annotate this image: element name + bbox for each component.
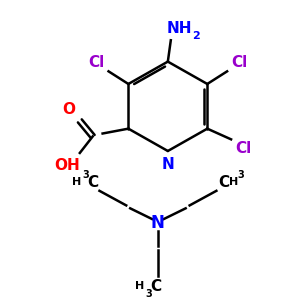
Text: Cl: Cl [231,55,247,70]
Text: Cl: Cl [88,55,105,70]
Text: C: C [87,175,98,190]
Text: N: N [161,157,174,172]
Text: C: C [150,278,161,293]
Text: 2: 2 [192,32,200,41]
Text: 3: 3 [82,170,89,180]
Text: N: N [151,214,165,232]
Text: NH: NH [167,21,193,36]
Text: H: H [229,177,238,187]
Text: H: H [136,281,145,291]
Text: O: O [62,102,75,117]
Text: Cl: Cl [235,141,251,156]
Text: 3: 3 [146,289,152,299]
Text: 3: 3 [238,170,244,180]
Text: C: C [218,175,229,190]
Text: H: H [72,177,81,187]
Text: OH: OH [54,158,80,173]
